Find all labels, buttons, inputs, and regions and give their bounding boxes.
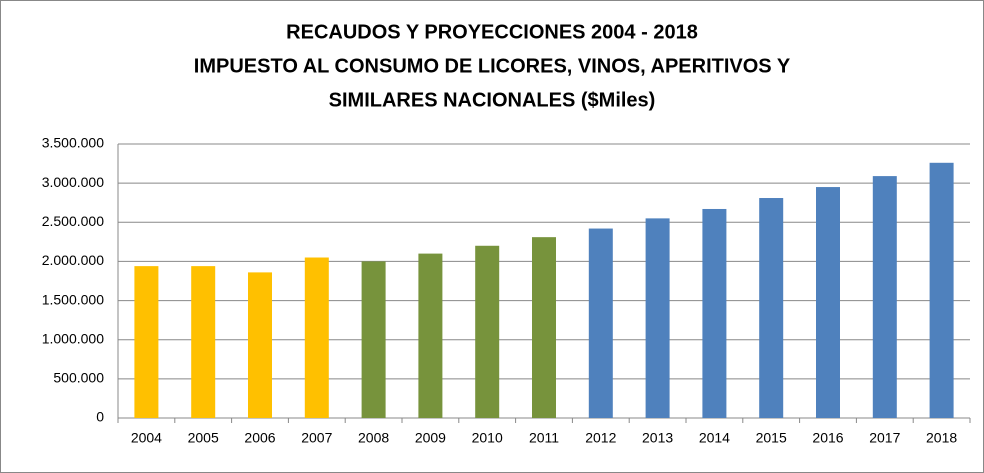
bar — [361, 261, 386, 418]
x-tick-label: 2007 — [301, 430, 332, 446]
x-tick-label: 2012 — [585, 430, 616, 446]
bar — [588, 228, 613, 418]
bar — [872, 176, 897, 418]
x-tick-label: 2010 — [472, 430, 503, 446]
bar — [248, 272, 272, 418]
bar — [759, 198, 784, 418]
bar — [532, 237, 556, 418]
y-tick-label: 500.000 — [53, 370, 104, 386]
bar — [475, 245, 500, 418]
y-tick-label: 1.000.000 — [42, 330, 104, 346]
x-tick-label: 2013 — [642, 430, 673, 446]
x-tick-label: 2016 — [812, 430, 843, 446]
bar — [702, 208, 727, 418]
bar — [929, 162, 954, 418]
chart-title: SIMILARES NACIONALES ($Miles) — [329, 89, 656, 111]
x-tick-label: 2014 — [699, 430, 730, 446]
x-tick-label: 2015 — [756, 430, 787, 446]
x-tick-label: 2018 — [926, 430, 957, 446]
bar — [304, 257, 329, 418]
x-tick-label: 2017 — [869, 430, 900, 446]
y-tick-label: 0 — [96, 409, 104, 425]
bar — [134, 266, 159, 418]
bar — [645, 218, 670, 418]
y-tick-label: 3.500.000 — [42, 135, 104, 151]
chart-title: RECAUDOS Y PROYECCIONES 2004 - 2018 — [286, 21, 698, 43]
x-tick-label: 2006 — [244, 430, 275, 446]
bar — [191, 266, 216, 418]
x-tick-label: 2008 — [358, 430, 389, 446]
x-tick-label: 2004 — [131, 430, 162, 446]
bar — [816, 187, 840, 418]
x-tick-label: 2009 — [415, 430, 446, 446]
chart-title: IMPUESTO AL CONSUMO DE LICORES, VINOS, A… — [194, 55, 791, 77]
y-tick-label: 2.500.000 — [42, 213, 104, 229]
y-tick-label: 2.000.000 — [42, 252, 104, 268]
y-tick-label: 3.000.000 — [42, 174, 104, 190]
bar — [418, 253, 443, 418]
x-tick-label: 2005 — [188, 430, 219, 446]
y-tick-label: 1.500.000 — [42, 291, 104, 307]
x-tick-label: 2011 — [529, 430, 559, 446]
